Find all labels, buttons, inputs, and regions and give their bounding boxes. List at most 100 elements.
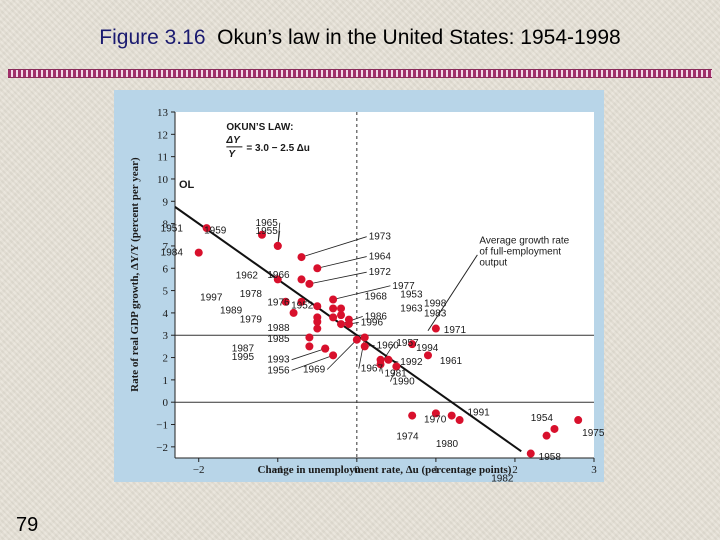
x-tick-label: 2 (512, 464, 518, 476)
slide-title: Figure 3.16 Okun’s law in the United Sta… (0, 26, 720, 50)
point-1993 (321, 344, 330, 353)
figure-title: Okun’s law in the United States: 1954-19… (217, 26, 621, 49)
year-label-1956: 1956 (267, 365, 290, 376)
year-label-1989: 1989 (220, 306, 243, 317)
year-label-1978: 1978 (240, 289, 263, 300)
year-label-1965: 1965 (256, 218, 279, 229)
year-label-1967: 1967 (361, 364, 384, 375)
year-label-1951: 1951 (161, 223, 184, 234)
point-1971 (431, 324, 440, 333)
year-label-1996: 1996 (361, 317, 384, 328)
label-leader-1977 (333, 285, 391, 300)
point-1977 (329, 295, 338, 304)
point-1987 (305, 342, 314, 351)
year-label-1969: 1969 (303, 365, 326, 376)
figure-label: Figure 3.16 (99, 26, 206, 49)
okun-line-label: OL (179, 179, 195, 191)
year-label-1973: 1973 (369, 232, 392, 243)
year-label-1960: 1960 (377, 340, 400, 351)
year-label-1959: 1959 (204, 225, 227, 236)
point-1967 (360, 333, 369, 342)
point-1976 (313, 302, 322, 311)
y-tick-label: 10 (157, 174, 169, 186)
y-tick-label: 8 (163, 219, 169, 231)
label-leader-1964 (317, 256, 367, 269)
point-1994 (408, 340, 417, 349)
point-1981 (376, 355, 385, 364)
point-1990 (392, 362, 401, 371)
year-label-1984: 1984 (161, 247, 184, 258)
year-label-1976: 1976 (267, 298, 290, 309)
year-label-1998: 1998 (424, 298, 447, 309)
year-label-1991: 1991 (468, 408, 491, 419)
point-1984 (194, 248, 203, 257)
year-label-1952: 1952 (291, 301, 314, 312)
year-label-1985: 1985 (267, 334, 290, 345)
point-1989 (289, 308, 298, 317)
year-label-1961: 1961 (440, 356, 463, 367)
point-1978 (297, 297, 306, 306)
average-growth-annotation: Average growth rate (479, 236, 569, 247)
year-label-1962: 1962 (236, 271, 259, 282)
y-tick-label: 12 (157, 129, 168, 141)
y-tick-label: 2 (163, 353, 169, 365)
year-label-1981: 1981 (385, 369, 408, 380)
point-1982 (526, 449, 535, 458)
year-label-1992: 1992 (400, 357, 423, 368)
okun-eq-numerator: ΔY (225, 135, 241, 146)
year-label-1953: 1953 (400, 290, 423, 301)
point-1969 (352, 335, 361, 344)
year-label-1971: 1971 (444, 325, 467, 336)
point-1951 (202, 224, 211, 233)
plot-area (175, 112, 594, 458)
year-label-1968: 1968 (365, 292, 388, 303)
point-1968 (329, 304, 338, 313)
y-tick-label: 6 (163, 263, 169, 275)
point-1985 (305, 333, 314, 342)
point-1996 (344, 320, 353, 329)
okun-eq-denominator: Y (228, 149, 236, 160)
year-label-1988: 1988 (267, 323, 290, 334)
year-label-1995: 1995 (232, 352, 255, 363)
y-tick-label: −1 (156, 420, 168, 432)
year-label-1979: 1979 (240, 315, 263, 326)
y-tick-label: −2 (156, 442, 168, 454)
okun-law-line (174, 206, 522, 453)
point-1961 (423, 351, 432, 360)
point-1980 (431, 409, 440, 418)
point-1997 (281, 297, 290, 306)
decorative-divider (8, 69, 712, 78)
okun-eq-rhs: = 3.0 − 2.5 Δu (246, 143, 310, 154)
point-1975 (574, 416, 583, 425)
year-label-1982: 1982 (491, 474, 514, 482)
year-label-1980: 1980 (436, 439, 459, 450)
point-1983 (313, 313, 322, 322)
annotation-leader (427, 254, 478, 332)
label-leader-1993 (291, 348, 326, 361)
average-growth-annotation: output (479, 258, 507, 269)
label-leader-1956 (291, 354, 334, 371)
year-label-1975: 1975 (582, 428, 604, 439)
point-1973 (297, 253, 306, 262)
point-1952 (329, 313, 338, 322)
point-1964 (313, 264, 322, 273)
year-label-1955: 1955 (256, 226, 279, 237)
point-1988 (313, 324, 322, 333)
year-label-1993: 1993 (267, 355, 290, 366)
year-label-1964: 1964 (369, 252, 392, 263)
point-1956 (329, 351, 338, 360)
y-tick-label: 7 (163, 241, 169, 253)
x-axis-label: Change in unemployment rate, Δu (percent… (258, 464, 512, 476)
point-1972 (305, 279, 314, 288)
point-1954 (550, 424, 559, 433)
x-tick-label: 0 (354, 464, 360, 476)
y-tick-label: 3 (163, 330, 169, 342)
point-1992 (384, 355, 393, 364)
point-1991 (447, 411, 456, 420)
point-1955 (273, 241, 282, 250)
y-tick-label: 1 (163, 375, 169, 387)
x-tick-label: −2 (193, 464, 205, 476)
y-axis-label: Rate of real GDP growth, ΔY/Y (percent p… (129, 157, 141, 392)
label-leader-1972 (309, 271, 367, 285)
